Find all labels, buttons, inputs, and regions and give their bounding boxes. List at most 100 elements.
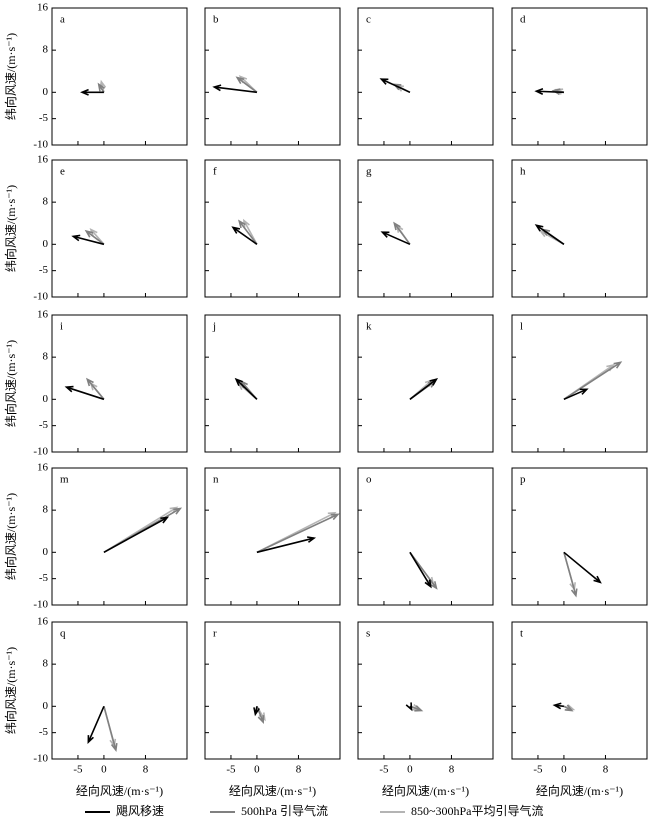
panel-label: j — [212, 321, 216, 333]
y-axis-label: 纬向风速/(m·s⁻¹) — [3, 647, 18, 734]
panel-label: r — [213, 628, 217, 640]
y-tick-label: 8 — [43, 351, 49, 363]
vector-arrow — [393, 221, 411, 245]
vector-arrow — [234, 377, 258, 400]
vector-arrow — [238, 219, 258, 245]
vector-arrow — [103, 516, 170, 554]
panel-label: p — [520, 474, 526, 486]
y-tick-label: -10 — [33, 139, 48, 151]
legend-label: 850~300hPa平均引导气流 — [411, 803, 544, 818]
y-tick-label: 16 — [37, 154, 49, 166]
y-tick-label: 0 — [43, 546, 49, 558]
y-axis-label: 纬向风速/(m·s⁻¹) — [3, 185, 18, 272]
y-tick-label: 16 — [37, 309, 49, 321]
y-tick-label: 16 — [37, 616, 49, 628]
panel-frame — [511, 7, 648, 146]
vector-arrow — [256, 536, 317, 554]
vector-arrow — [563, 361, 623, 400]
panel-frame — [204, 621, 341, 760]
y-tick-label: -10 — [33, 753, 48, 765]
panel-frame — [357, 7, 494, 146]
y-tick-label: 8 — [43, 658, 49, 670]
y-tick-label: -5 — [39, 112, 49, 124]
panel-frame — [51, 467, 188, 606]
panel-label: a — [60, 14, 65, 26]
x-tick-label: 8 — [296, 764, 302, 776]
y-tick-label: 0 — [43, 86, 49, 98]
y-tick-label: -10 — [33, 446, 48, 458]
x-tick-label: 0 — [407, 764, 413, 776]
panel-frame — [51, 621, 188, 760]
panel-frame — [511, 621, 648, 760]
x-tick-label: 0 — [561, 764, 567, 776]
y-tick-label: -10 — [33, 291, 48, 303]
panel-frame — [357, 467, 494, 606]
vector-arrow — [380, 231, 411, 246]
panel-frame — [511, 159, 648, 298]
y-tick-label: 8 — [43, 196, 49, 208]
panel-frame — [204, 7, 341, 146]
panel-label: s — [366, 628, 370, 640]
y-tick-label: -5 — [39, 572, 49, 584]
vector-arrow — [409, 378, 439, 400]
vector-arrow — [87, 705, 105, 745]
x-tick-label: -5 — [226, 764, 236, 776]
vector-arrow — [97, 82, 105, 93]
panel-frame — [204, 314, 341, 453]
panel-label: i — [60, 321, 63, 333]
y-tick-label: 0 — [43, 238, 49, 250]
vector-arrow — [103, 706, 118, 753]
panel-label: d — [520, 14, 526, 26]
y-tick-label: -5 — [39, 419, 49, 431]
vector-arrow — [231, 226, 258, 245]
vector-arrow — [64, 385, 105, 401]
panel-frame — [511, 467, 648, 606]
panel-label: o — [366, 474, 372, 486]
y-tick-label: 0 — [43, 393, 49, 405]
panel-frame — [51, 159, 188, 298]
vector-arrow — [405, 702, 413, 712]
panel-label: g — [366, 166, 372, 178]
y-tick-label: -5 — [39, 264, 49, 276]
y-tick-label: 0 — [43, 700, 49, 712]
legend-label: 500hPa 引导气流 — [241, 803, 328, 818]
panel-frame — [204, 159, 341, 298]
vector-arrow — [409, 551, 432, 589]
vector-arrow — [256, 706, 265, 725]
x-tick-label: -5 — [533, 764, 543, 776]
x-axis-label: 经向风速/(m·s⁻¹) — [229, 783, 316, 798]
vector-arrow — [563, 704, 574, 712]
y-tick-label: 8 — [43, 44, 49, 56]
y-axis-label: 纬向风速/(m·s⁻¹) — [3, 340, 18, 427]
panel-frame — [51, 7, 188, 146]
vector-arrow — [84, 229, 105, 245]
vector-arrow — [80, 88, 104, 96]
x-tick-label: 8 — [449, 764, 455, 776]
panel-label: b — [213, 14, 219, 26]
panel-label: l — [520, 321, 523, 333]
x-tick-label: 8 — [143, 764, 149, 776]
x-axis-label: 经向风速/(m·s⁻¹) — [536, 783, 623, 798]
panel-label: t — [520, 628, 523, 640]
x-axis-label: 经向风速/(m·s⁻¹) — [382, 783, 469, 798]
panel-label: e — [60, 166, 65, 178]
panel-label: k — [366, 321, 372, 333]
panel-frame — [204, 467, 341, 606]
x-tick-label: 8 — [603, 764, 609, 776]
vector-arrow — [71, 234, 105, 246]
panel-label: c — [366, 14, 371, 26]
vector-arrow — [563, 551, 602, 584]
x-tick-label: -5 — [73, 764, 83, 776]
vector-arrow — [256, 513, 340, 554]
panel-label: q — [60, 628, 66, 640]
x-tick-label: 0 — [101, 764, 107, 776]
vector-arrow — [534, 224, 565, 245]
x-tick-label: -5 — [379, 764, 389, 776]
vector-arrow — [212, 84, 258, 94]
y-tick-label: 8 — [43, 504, 49, 516]
panel-label: n — [213, 474, 219, 486]
panel-frame — [357, 159, 494, 298]
vector-arrow — [563, 552, 578, 598]
y-tick-label: -10 — [33, 599, 48, 611]
